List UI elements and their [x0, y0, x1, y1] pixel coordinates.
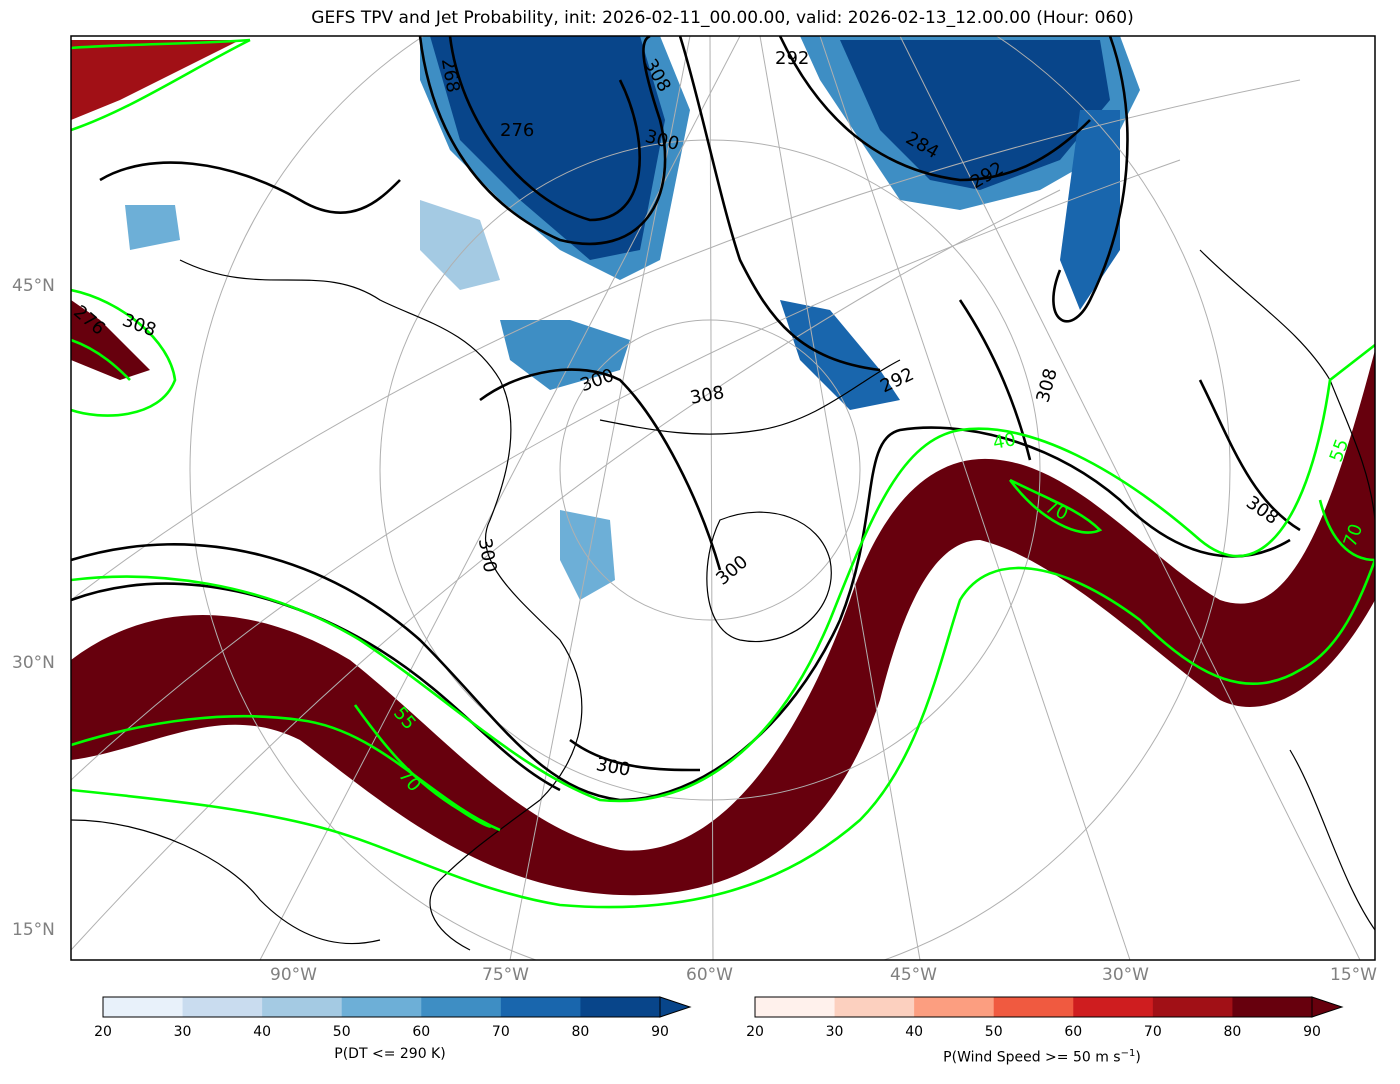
dt-colorbar [102, 996, 692, 1018]
jet-contours [71, 38, 1375, 909]
wind-label-end: ) [1135, 1049, 1141, 1066]
lat-label-15n: 15°N [12, 920, 55, 940]
wind-colorbar-label: P(Wind Speed >= 50 m s−1) [752, 1048, 1332, 1066]
dt-colorbar-tick: 90 [651, 1024, 669, 1040]
wind-colorbar-cell [1073, 997, 1154, 1017]
dt-colorbar-tick: 80 [571, 1024, 590, 1040]
wind-colorbar-tick: 20 [746, 1024, 764, 1040]
wind-colorbar [754, 996, 1344, 1018]
dt-colorbar-tick: 70 [491, 1024, 510, 1040]
dt-colorbar-cell [262, 997, 343, 1017]
wind-colorbar-tick: 70 [1143, 1024, 1162, 1040]
theta-contours [71, 36, 1301, 802]
map-frame [70, 35, 1376, 961]
wind-colorbar-cell [755, 997, 836, 1017]
wind-label-text: P(Wind Speed >= 50 m s [943, 1049, 1121, 1066]
wind-label-sup: −1 [1120, 1048, 1136, 1059]
dt-colorbar-tick: 60 [412, 1024, 431, 1040]
dt-colorbar-cell [103, 997, 184, 1017]
lat-label-30n: 30°N [12, 653, 55, 673]
wind-colorbar-cell [1152, 997, 1233, 1017]
map-title: GEFS TPV and Jet Probability, init: 2026… [311, 8, 1134, 28]
lon-label-45w: 45°W [890, 965, 937, 985]
dt-colorbar-tick: 40 [253, 1024, 272, 1040]
dt-colorbar-cell [341, 997, 422, 1017]
dt-colorbar-tick: 30 [173, 1024, 192, 1040]
wind-colorbar-tick: 30 [825, 1024, 844, 1040]
lon-label-15w: 15°W [1330, 965, 1377, 985]
wind-colorbar-cell [914, 997, 995, 1017]
lon-label-75w: 75°W [482, 965, 529, 985]
dt-colorbar-cell [421, 997, 502, 1017]
wind-colorbar-tick: 90 [1303, 1024, 1321, 1040]
wind-colorbar-tick: 40 [905, 1024, 924, 1040]
wind-colorbar-tick: 60 [1064, 1024, 1083, 1040]
dt-colorbar-tick: 20 [94, 1024, 112, 1040]
dt-colorbar-cell [182, 997, 263, 1017]
graticule [71, 36, 1361, 960]
dt-colorbar-cell [580, 997, 661, 1017]
dt-colorbar-cell [500, 997, 581, 1017]
lon-label-60w: 60°W [686, 965, 733, 985]
wind-colorbar-cell [834, 997, 915, 1017]
dt-colorbar-label: P(DT <= 290 K) [334, 1046, 446, 1062]
wind-colorbar-cell [1232, 997, 1313, 1017]
lat-label-45n: 45°N [12, 276, 55, 296]
dt-colorbar-tick: 50 [332, 1024, 351, 1040]
wind-colorbar-tick: 50 [984, 1024, 1003, 1040]
wind-colorbar-tick: 80 [1223, 1024, 1242, 1040]
wind-colorbar-cell [993, 997, 1074, 1017]
lon-label-90w: 90°W [270, 965, 317, 985]
lon-label-30w: 30°W [1102, 965, 1149, 985]
